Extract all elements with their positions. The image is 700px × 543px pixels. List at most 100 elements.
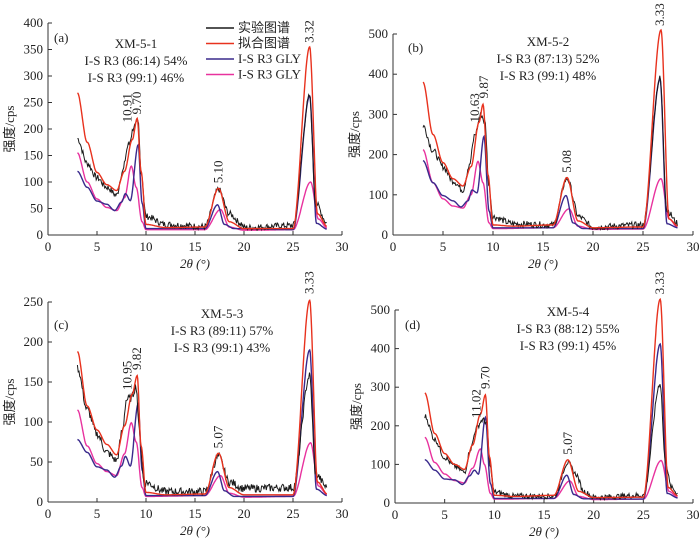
y-tick-label: 500 xyxy=(371,302,391,317)
component-label: I-S R3 (87:13) 52% xyxy=(497,51,600,66)
component-label: I-S R3 (99:1) 43% xyxy=(174,340,271,355)
y-tick-label: 500 xyxy=(369,26,389,41)
y-tick-label: 0 xyxy=(37,494,44,509)
series-c1 xyxy=(77,94,327,231)
component-label: I-S R3 (86:14) 54% xyxy=(85,53,188,68)
y-tick-label: 200 xyxy=(369,147,389,162)
peak-label: 5.10 xyxy=(211,161,226,184)
y-axis-label: 强度/cps xyxy=(2,106,17,153)
series-c2 xyxy=(422,149,678,231)
x-tick-label: 10 xyxy=(140,239,153,254)
series-c2 xyxy=(77,152,328,231)
x-tick-label: 20 xyxy=(587,239,600,254)
x-tick-label: 0 xyxy=(392,507,399,522)
legend-label: I-S R3 GLY xyxy=(238,67,302,82)
x-tick-label: 25 xyxy=(637,239,650,254)
component-label: I-S R3 (88:12) 55% xyxy=(517,321,620,336)
y-tick-label: 100 xyxy=(369,187,389,202)
sample-name: XM-5-2 xyxy=(527,34,570,49)
peak-label: 10.91 xyxy=(119,93,134,122)
x-tick-label: 0 xyxy=(45,506,52,521)
peak-label: 3.33 xyxy=(302,271,317,294)
y-tick-label: 100 xyxy=(24,414,44,429)
panel-label: (a) xyxy=(54,30,68,45)
x-tick-label: 5 xyxy=(94,239,101,254)
y-axis-label: 强度/cps xyxy=(2,379,17,426)
series-c1 xyxy=(424,342,678,500)
x-tick-label: 5 xyxy=(440,239,447,254)
y-tick-label: 400 xyxy=(371,341,391,356)
peak-label: 11.02 xyxy=(468,389,483,418)
y-tick-label: 150 xyxy=(24,374,44,389)
x-tick-label: 15 xyxy=(189,239,202,254)
x-tick-label: 5 xyxy=(94,506,101,521)
y-axis-label: 强度/cps xyxy=(349,383,364,430)
x-tick-label: 0 xyxy=(45,239,52,254)
series-c1 xyxy=(77,348,327,498)
peak-label: 9.82 xyxy=(129,347,144,370)
y-tick-label: 350 xyxy=(24,42,44,57)
peak-label: 3.32 xyxy=(302,20,317,43)
x-tick-label: 15 xyxy=(537,239,550,254)
x-tick-label: 5 xyxy=(441,507,448,522)
legend-label: 实验图谱 xyxy=(238,20,290,35)
panel-c: 0 5 10 15 20 25 30 0 50 100 150 200 250 2θ (°) 强度/cps (… xyxy=(2,271,349,538)
x-tick-label: 10 xyxy=(487,239,500,254)
panel-label: (c) xyxy=(54,317,68,332)
peak-label: 3.33 xyxy=(652,272,667,295)
y-axis-label: 强度/cps xyxy=(347,111,362,158)
x-tick-label: 20 xyxy=(238,239,251,254)
panel-label: (b) xyxy=(408,40,423,55)
peak-label: 9.70 xyxy=(477,366,492,389)
x-tick-label: 15 xyxy=(538,507,551,522)
sample-name: XM-5-4 xyxy=(547,304,590,319)
legend-label: 拟合图谱 xyxy=(238,36,290,51)
y-tick-label: 200 xyxy=(24,121,44,136)
y-tick-label: 50 xyxy=(30,454,43,469)
y-tick-label: 100 xyxy=(371,456,391,471)
series-c1 xyxy=(422,77,678,230)
x-tick-label: 25 xyxy=(287,506,300,521)
y-tick-label: 300 xyxy=(369,106,389,121)
component-label: I-S R3 (99:1) 48% xyxy=(500,68,597,83)
y-tick-label: 250 xyxy=(24,294,44,309)
peak-label: 10.63 xyxy=(467,93,482,122)
x-tick-label: 15 xyxy=(189,506,202,521)
x-tick-label: 10 xyxy=(488,507,501,522)
x-axis-label: 2θ (°) xyxy=(528,256,558,271)
panel-label: (d) xyxy=(405,317,420,332)
peak-label: 5.07 xyxy=(560,431,575,454)
y-tick-label: 400 xyxy=(369,66,389,81)
sample-name: XM-5-3 xyxy=(201,306,244,321)
legend-label: I-S R3 GLY xyxy=(238,51,302,66)
series-exp xyxy=(77,93,327,232)
y-tick-label: 200 xyxy=(24,334,44,349)
x-axis-label: 2θ (°) xyxy=(180,256,210,271)
peak-label: 5.08 xyxy=(559,150,574,173)
component-label: I-S R3 (89:11) 57% xyxy=(171,323,274,338)
y-tick-label: 0 xyxy=(384,495,391,510)
peak-label: 3.33 xyxy=(652,3,667,26)
y-tick-label: 250 xyxy=(24,95,44,110)
x-tick-label: 0 xyxy=(390,239,397,254)
x-axis-label: 2θ (°) xyxy=(180,523,210,538)
y-tick-label: 200 xyxy=(371,418,391,433)
y-tick-label: 300 xyxy=(24,68,44,83)
x-tick-label: 30 xyxy=(336,239,349,254)
peak-label: 5.07 xyxy=(211,425,226,448)
peak-label: 9.70 xyxy=(129,92,144,115)
component-label: I-S R3 (99:1) 46% xyxy=(88,70,185,85)
y-tick-label: 300 xyxy=(371,379,391,394)
x-axis-label: 2θ (°) xyxy=(529,524,559,539)
y-tick-label: 400 xyxy=(24,15,44,30)
x-tick-label: 30 xyxy=(687,239,700,254)
y-tick-label: 0 xyxy=(37,227,44,242)
series-exp xyxy=(422,75,678,232)
sample-name: XM-5-1 xyxy=(115,36,158,51)
series-fit xyxy=(76,299,328,496)
x-tick-label: 10 xyxy=(140,506,153,521)
